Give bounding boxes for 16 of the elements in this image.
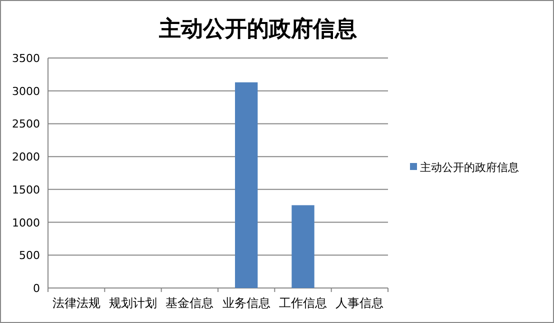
y-tick-label: 3000 xyxy=(12,84,40,98)
x-tick-label: 基金信息 xyxy=(166,296,214,310)
y-tick-label: 500 xyxy=(19,249,40,262)
y-tick-label: 2500 xyxy=(12,118,40,131)
y-tick-label: 2000 xyxy=(12,150,40,164)
legend-label: 主动公开的政府信息 xyxy=(420,161,519,174)
y-tick-label: 1000 xyxy=(12,216,40,230)
y-tick-label: 3500 xyxy=(12,52,40,65)
y-tick-label: 0 xyxy=(33,282,40,295)
chart-title: 主动公开的政府信息 xyxy=(158,16,357,42)
x-tick-label: 规划计划 xyxy=(109,296,157,310)
x-tick-label: 法律法规 xyxy=(52,296,100,310)
x-tick-label: 人事信息 xyxy=(336,296,384,310)
x-tick-label: 工作信息 xyxy=(279,296,327,310)
y-tick-label: 1500 xyxy=(12,183,40,196)
x-tick-label: 业务信息 xyxy=(222,296,270,310)
